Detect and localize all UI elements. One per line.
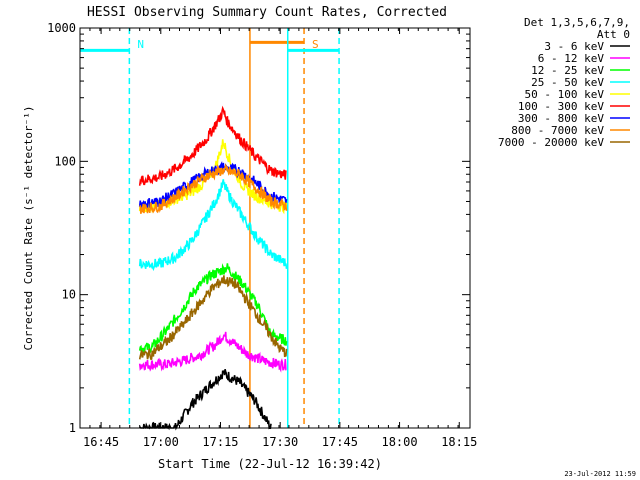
series-line-2 bbox=[138, 263, 288, 356]
x-tick-label-6: 18:15 bbox=[441, 435, 477, 449]
x-tick-label-5: 18:00 bbox=[381, 435, 417, 449]
legend-label-4: 50 - 100 keV bbox=[525, 88, 605, 101]
series-group bbox=[138, 105, 288, 431]
timestamp: 23-Jul-2012 11:59 bbox=[564, 470, 636, 478]
axis-ticks: 16:45 17:00 17:15 17:30 17:45 18:00 18:15 1 10 10… bbox=[47, 21, 477, 449]
legend-label-1: 6 - 12 keV bbox=[538, 52, 605, 65]
series-line-8 bbox=[138, 275, 288, 361]
annotation-label-0: N bbox=[137, 38, 144, 51]
x-tick-label-2: 17:15 bbox=[202, 435, 238, 449]
legend-label-6: 300 - 800 keV bbox=[518, 112, 604, 125]
legend-header-1: Att 0 bbox=[597, 28, 630, 41]
series-line-0 bbox=[139, 369, 272, 431]
series-line-7 bbox=[139, 163, 288, 214]
annotation-label-1: S bbox=[312, 38, 319, 51]
legend-label-8: 7000 - 20000 keV bbox=[498, 136, 604, 149]
y-tick-label-1: 10 bbox=[62, 288, 76, 302]
series-line-5 bbox=[138, 105, 287, 186]
x-tick-label-4: 17:45 bbox=[322, 435, 358, 449]
chart-title: HESSI Observing Summary Count Rates, Cor… bbox=[87, 5, 447, 20]
x-tick-label-3: 17:30 bbox=[262, 435, 298, 449]
legend-label-3: 25 - 50 keV bbox=[531, 76, 604, 89]
legend-label-0: 3 - 6 keV bbox=[544, 40, 604, 53]
y-tick-label-3: 1000 bbox=[47, 21, 76, 35]
y-tick-label-0: 1 bbox=[69, 421, 76, 435]
series-line-3 bbox=[138, 179, 288, 272]
y-tick-label-2: 100 bbox=[54, 154, 76, 168]
legend-label-2: 12 - 25 keV bbox=[531, 64, 604, 77]
plot-frame bbox=[79, 27, 471, 429]
x-tick-label-0: 16:45 bbox=[83, 435, 119, 449]
series-line-1 bbox=[138, 331, 287, 373]
legend-header-0: Det 1,3,5,6,7,9, bbox=[524, 16, 630, 29]
x-axis-label: Start Time (22-Jul-12 16:39:42) bbox=[158, 457, 382, 471]
y-axis-label: Corrected Count Rate (s⁻¹ detector⁻¹) bbox=[22, 105, 35, 350]
legend-label-5: 100 - 300 keV bbox=[518, 100, 604, 113]
legend-label-7: 800 - 7000 keV bbox=[511, 124, 604, 137]
x-tick-label-1: 17:00 bbox=[143, 435, 179, 449]
